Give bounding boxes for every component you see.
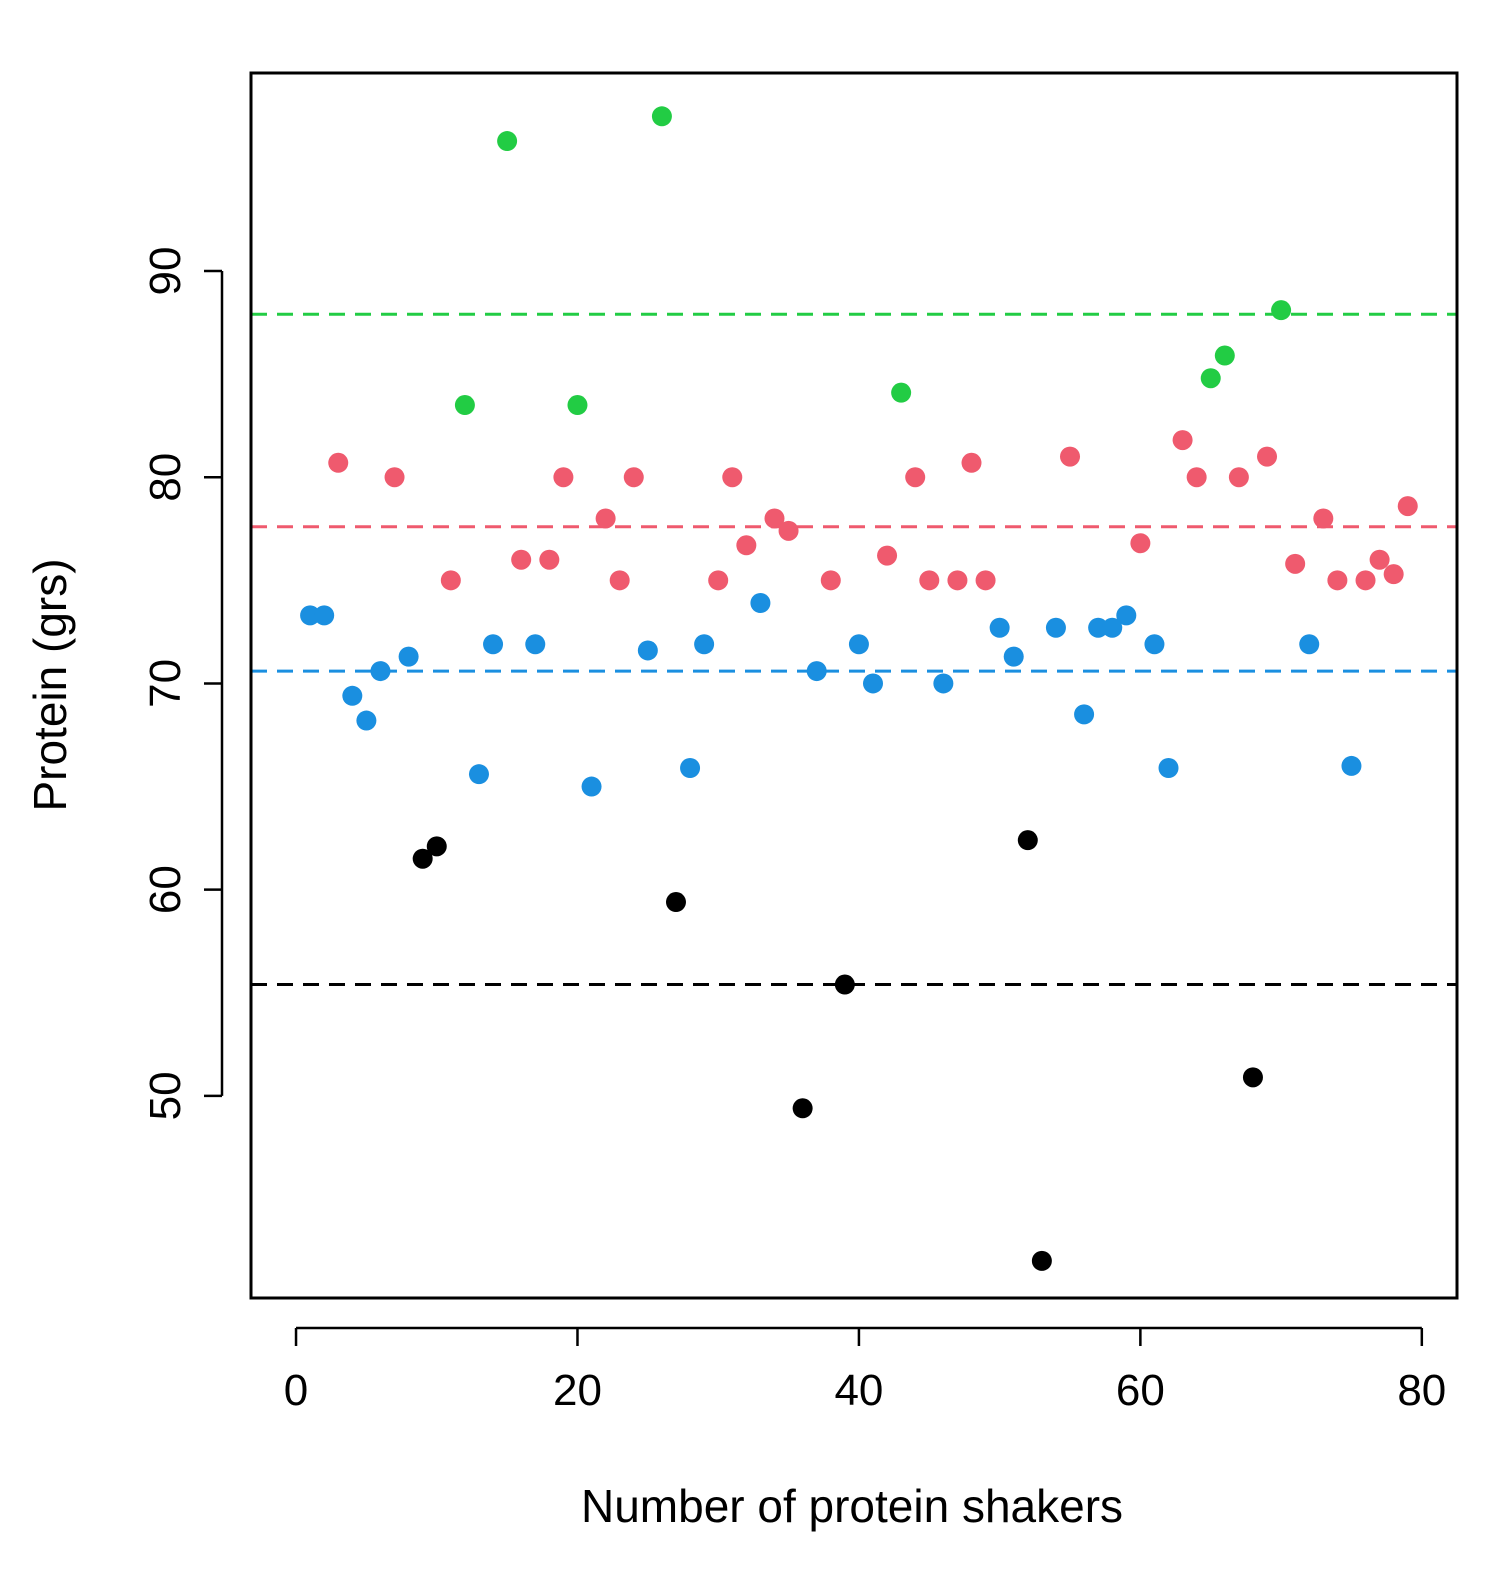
point-blue xyxy=(314,605,335,626)
x-tick-label: 40 xyxy=(834,1366,883,1415)
point-black xyxy=(1017,830,1038,851)
point-black xyxy=(665,892,686,913)
point-green xyxy=(497,131,518,152)
x-tick-label: 80 xyxy=(1397,1366,1446,1415)
point-red xyxy=(1355,570,1376,591)
point-green xyxy=(891,382,912,403)
point-blue xyxy=(1299,634,1320,655)
point-green xyxy=(1271,300,1292,321)
point-blue xyxy=(525,634,546,655)
plot-frame xyxy=(249,71,1459,1300)
point-red xyxy=(736,535,757,556)
data-points xyxy=(300,106,1418,1271)
y-axis: 50 60 70 80 90 xyxy=(141,247,224,1120)
point-red xyxy=(905,467,926,488)
point-red xyxy=(975,570,996,591)
point-red xyxy=(947,570,968,591)
point-red xyxy=(595,508,616,529)
point-blue xyxy=(581,776,602,797)
x-axis-title: Number of protein shakers xyxy=(581,1480,1123,1532)
point-blue xyxy=(356,710,377,731)
point-red xyxy=(961,452,982,473)
point-red xyxy=(1228,467,1249,488)
point-blue xyxy=(398,646,419,667)
point-blue xyxy=(1158,757,1179,778)
point-blue xyxy=(933,673,954,694)
y-axis-title: Protein (grs) xyxy=(24,558,76,811)
point-red xyxy=(1186,467,1207,488)
point-black xyxy=(1031,1250,1052,1271)
point-red xyxy=(623,467,644,488)
point-red xyxy=(1285,553,1306,574)
point-blue xyxy=(468,764,489,785)
point-red xyxy=(511,549,532,570)
point-red xyxy=(877,545,898,566)
point-red xyxy=(1369,549,1390,570)
y-tick-label: 50 xyxy=(141,1071,190,1120)
point-blue xyxy=(370,661,391,682)
point-green xyxy=(454,395,475,416)
point-red xyxy=(328,452,349,473)
point-red xyxy=(1313,508,1334,529)
point-red xyxy=(722,467,743,488)
x-tick-label: 60 xyxy=(1116,1366,1165,1415)
point-blue xyxy=(300,605,321,626)
point-blue xyxy=(680,757,701,778)
point-blue xyxy=(1341,755,1362,776)
point-blue xyxy=(1074,704,1095,725)
point-blue xyxy=(1144,634,1165,655)
point-red xyxy=(820,570,841,591)
point-red xyxy=(609,570,630,591)
point-red xyxy=(919,570,940,591)
point-red xyxy=(1257,446,1278,467)
y-tick-label: 60 xyxy=(141,865,190,914)
point-red xyxy=(1130,533,1151,554)
point-blue xyxy=(862,673,883,694)
point-blue xyxy=(806,661,827,682)
x-tick-label: 0 xyxy=(284,1366,308,1415)
point-blue xyxy=(848,634,869,655)
point-blue xyxy=(1045,617,1066,638)
point-red xyxy=(1327,570,1348,591)
point-blue xyxy=(483,634,504,655)
point-black xyxy=(792,1098,813,1119)
point-blue xyxy=(989,617,1010,638)
y-tick-label: 90 xyxy=(141,247,190,296)
point-blue xyxy=(694,634,715,655)
y-tick-label: 70 xyxy=(141,659,190,708)
point-green xyxy=(1200,368,1221,389)
point-blue xyxy=(1116,605,1137,626)
point-blue xyxy=(1088,617,1109,638)
y-tick-label: 80 xyxy=(141,453,190,502)
point-red xyxy=(553,467,574,488)
point-red xyxy=(1060,446,1081,467)
point-blue xyxy=(1102,617,1123,638)
point-blue xyxy=(750,593,771,614)
point-green xyxy=(651,106,672,127)
x-tick-label: 20 xyxy=(553,1366,602,1415)
point-black xyxy=(412,848,433,869)
point-blue xyxy=(1003,646,1024,667)
point-black xyxy=(1242,1067,1263,1088)
point-black xyxy=(426,836,447,857)
point-red xyxy=(1172,430,1193,451)
point-blue xyxy=(637,640,658,661)
point-red xyxy=(708,570,729,591)
point-green xyxy=(567,395,588,416)
point-red xyxy=(440,570,461,591)
point-red xyxy=(1397,496,1418,517)
point-green xyxy=(1214,345,1235,366)
point-red xyxy=(539,549,560,570)
point-blue xyxy=(342,685,363,706)
point-black xyxy=(834,974,855,995)
point-red xyxy=(384,467,405,488)
x-axis: 0 20 40 60 80 xyxy=(284,1326,1446,1415)
point-red xyxy=(778,520,799,541)
point-red xyxy=(1383,564,1404,585)
point-red xyxy=(764,508,785,529)
